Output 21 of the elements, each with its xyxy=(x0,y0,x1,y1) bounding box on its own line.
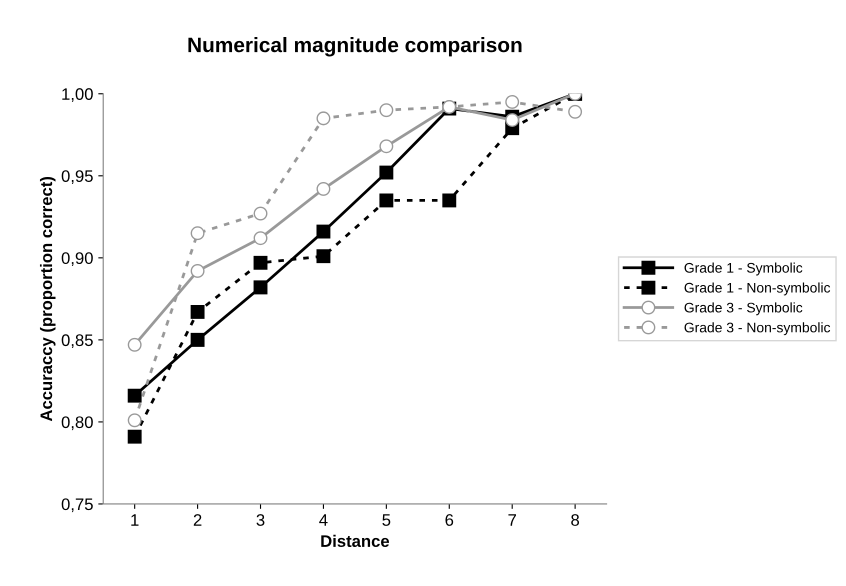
x-axis-title: Distance xyxy=(321,534,390,548)
y-tick-label: 0,85 xyxy=(62,334,93,348)
y-tick-label: 1,00 xyxy=(62,88,93,102)
y-axis-title: Accuraccy (proportion correct) xyxy=(40,176,56,422)
x-tick-label: 7 xyxy=(508,514,516,526)
y-tick-label: 0,90 xyxy=(62,252,93,266)
y-tick-label: 0,80 xyxy=(62,416,93,430)
x-tick-label: 5 xyxy=(382,514,390,526)
x-tick-label: 8 xyxy=(571,514,580,526)
y-tick-label: 0,75 xyxy=(62,498,93,512)
legend-label: Grade 1 - Symbolic xyxy=(684,262,802,276)
legend-label: Grade 3 - Non-symbolic xyxy=(684,322,830,336)
legend-label: Grade 3 - Symbolic xyxy=(684,302,802,316)
chart-title: Numerical magnitude comparison xyxy=(188,36,522,57)
x-tick-label: 4 xyxy=(319,514,328,526)
x-tick-label: 3 xyxy=(256,514,264,526)
x-tick-label: 1 xyxy=(131,514,138,526)
legend-label: Grade 1 - Non-symbolic xyxy=(684,282,830,296)
x-tick-label: 6 xyxy=(445,514,454,526)
x-tick-label: 2 xyxy=(194,514,202,526)
y-tick-label: 0,95 xyxy=(62,170,93,184)
